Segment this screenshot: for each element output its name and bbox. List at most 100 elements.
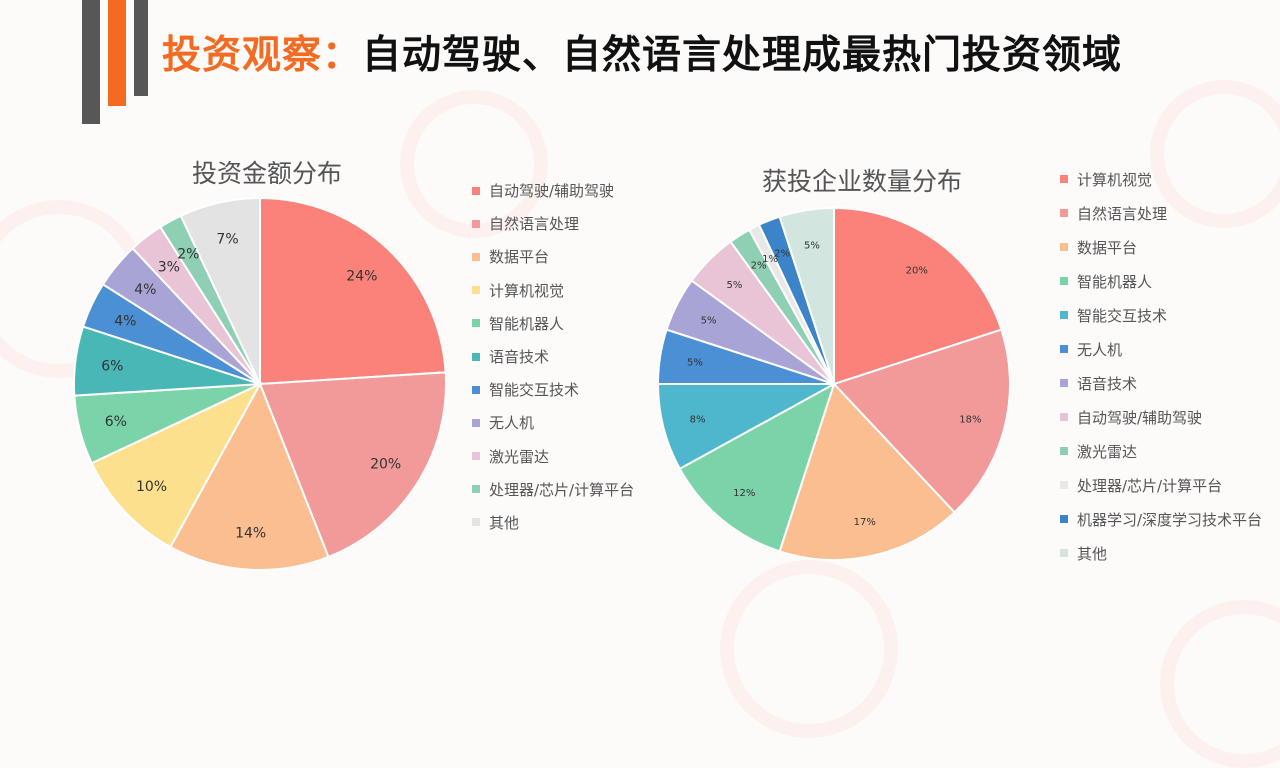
legend-entry: 智能机器人 (1060, 264, 1262, 298)
pie-data-label: 6% (101, 358, 123, 374)
legend-swatch (1060, 311, 1068, 319)
legend-entry: 无人机 (472, 406, 634, 439)
legend-swatch (472, 485, 480, 494)
legend-label: 数据平台 (1077, 238, 1138, 257)
legend-swatch (1060, 481, 1068, 489)
legend-entry: 数据平台 (472, 240, 634, 273)
legend-entry: 机器学习/深度学习技术平台 (1060, 502, 1262, 536)
pie-data-label: 4% (134, 282, 156, 298)
pie-data-label: 3% (158, 259, 180, 275)
legend-entry: 自然语言处理 (472, 207, 634, 240)
legend-label: 处理器/芯片/计算平台 (1077, 476, 1223, 495)
chart-title-investment-amount: 投资金额分布 (192, 159, 343, 188)
pie-data-label: 20% (906, 266, 928, 277)
pie-data-label: 1% (762, 254, 778, 265)
legend-swatch (472, 385, 480, 394)
legend-entry: 数据平台 (1060, 230, 1262, 264)
legend-entry: 智能交互技术 (472, 373, 634, 406)
legend-label: 无人机 (1077, 340, 1123, 359)
pie-data-label: 2% (177, 247, 199, 263)
legend-entry: 自然语言处理 (1060, 196, 1262, 230)
pie-data-label: 2% (774, 249, 790, 260)
legend-swatch (472, 352, 480, 361)
legend-swatch (1060, 515, 1068, 523)
pie-chart-investment-amount: 24%20%14%10%6%6%4%4%3%2%7% (73, 196, 447, 571)
pie-data-label: 10% (136, 479, 167, 495)
pie-slice (169, 381, 330, 571)
legend-label: 语音技术 (489, 348, 550, 367)
pie-data-label: 18% (959, 415, 981, 426)
legend-label: 机器学习/深度学习技术平台 (1077, 510, 1263, 529)
pie-chart-company-count: 20% 18% 17% 12% 8% 5% 5% 5% 2%1%2% 5% (656, 206, 1011, 561)
legend-swatch (1060, 243, 1068, 251)
legend-entry: 计算机视觉 (1060, 162, 1262, 196)
legend-label: 语音技术 (1077, 374, 1138, 393)
page-title-accent: 投资观察： (162, 33, 363, 78)
legend-swatch (472, 186, 480, 195)
legend-label: 激光雷达 (1077, 442, 1138, 461)
legend-label: 激光雷达 (489, 447, 550, 466)
page-title-main: 自动驾驶、自然语言处理成最热门投资领域 (362, 33, 1123, 78)
legend-entry: 处理器/芯片/计算平台 (1060, 468, 1262, 502)
pie-data-label: 7% (216, 232, 238, 248)
legend-swatch (1060, 447, 1068, 455)
pie-data-label: 17% (854, 517, 876, 528)
pie-slice (258, 371, 447, 559)
legend-label: 智能机器人 (1077, 272, 1153, 291)
pie-data-label: 12% (733, 488, 755, 499)
header-accent-bar (108, 0, 126, 106)
legend-label: 处理器/芯片/计算平台 (489, 480, 635, 499)
legend-label: 自动驾驶/辅助驾驶 (489, 182, 615, 201)
legend-entry: 激光雷达 (472, 440, 634, 473)
chart-title-company-count: 获投企业数量分布 (762, 167, 963, 196)
page-title: 投资观察：自动驾驶、自然语言处理成最热门投资领域 (162, 24, 1122, 80)
pie-slice (179, 196, 261, 385)
legend-label: 智能交互技术 (1077, 306, 1168, 325)
pie-data-label: 5% (804, 240, 820, 251)
legend-entry: 语音技术 (472, 340, 634, 373)
legend-label: 计算机视觉 (1077, 170, 1153, 189)
legend-label: 无人机 (489, 414, 535, 433)
legend-swatch (472, 418, 480, 427)
legend-label: 智能机器人 (489, 314, 565, 333)
legend-entry: 自动驾驶/辅助驾驶 (472, 174, 634, 207)
legend-entry: 计算机视觉 (472, 274, 634, 307)
legend-swatch (1060, 549, 1068, 557)
legend-label: 自然语言处理 (1077, 204, 1168, 223)
pie-slice (832, 328, 1011, 514)
legend-entry: 语音技术 (1060, 366, 1262, 400)
legend-label: 其他 (1077, 544, 1108, 563)
legend-entry: 激光雷达 (1060, 434, 1262, 468)
legend-entry: 其他 (1060, 536, 1262, 570)
pie-slice (678, 381, 836, 553)
pie-data-label: 14% (235, 525, 266, 541)
legend-swatch (1060, 175, 1068, 183)
legend-entry: 智能机器人 (472, 307, 634, 340)
watermark-ring (720, 560, 898, 738)
legend-swatch (1060, 277, 1068, 285)
pie-data-label: 8% (690, 415, 706, 426)
legend-entry: 无人机 (1060, 332, 1262, 366)
legend-label: 自然语言处理 (489, 215, 580, 234)
legend-label: 其他 (489, 513, 520, 532)
legend-entry: 其他 (472, 506, 634, 539)
legend-label: 数据平台 (489, 248, 550, 267)
legend-swatch (1060, 379, 1068, 387)
pie-data-label: 4% (114, 314, 136, 330)
legend-swatch (1060, 345, 1068, 353)
legend-company-count: 计算机视觉自然语言处理 数据平台智能机器人智能交互技术 无人机语音技术自动驾驶/辅助… (1060, 162, 1262, 570)
legend-investment-amount: 自动驾驶/辅助驾驶 自然语言处理 数据平台计算机视觉智能机器人语音技术智能交互技术无… (472, 174, 634, 539)
pie-data-label: 5% (701, 316, 717, 327)
header-accent-bar (82, 0, 100, 124)
watermark-ring (1160, 600, 1280, 768)
pie-slice (778, 382, 956, 561)
legend-label: 智能交互技术 (489, 381, 580, 400)
pie-slice (656, 383, 835, 471)
legend-entry: 自动驾驶/辅助驾驶 (1060, 400, 1262, 434)
legend-swatch (472, 286, 480, 295)
pie-data-label: 5% (727, 280, 743, 291)
pie-slice (778, 206, 835, 385)
pie-data-label: 24% (346, 268, 377, 284)
legend-entry: 处理器/芯片/计算平台 (472, 473, 634, 506)
legend-swatch (472, 518, 480, 527)
